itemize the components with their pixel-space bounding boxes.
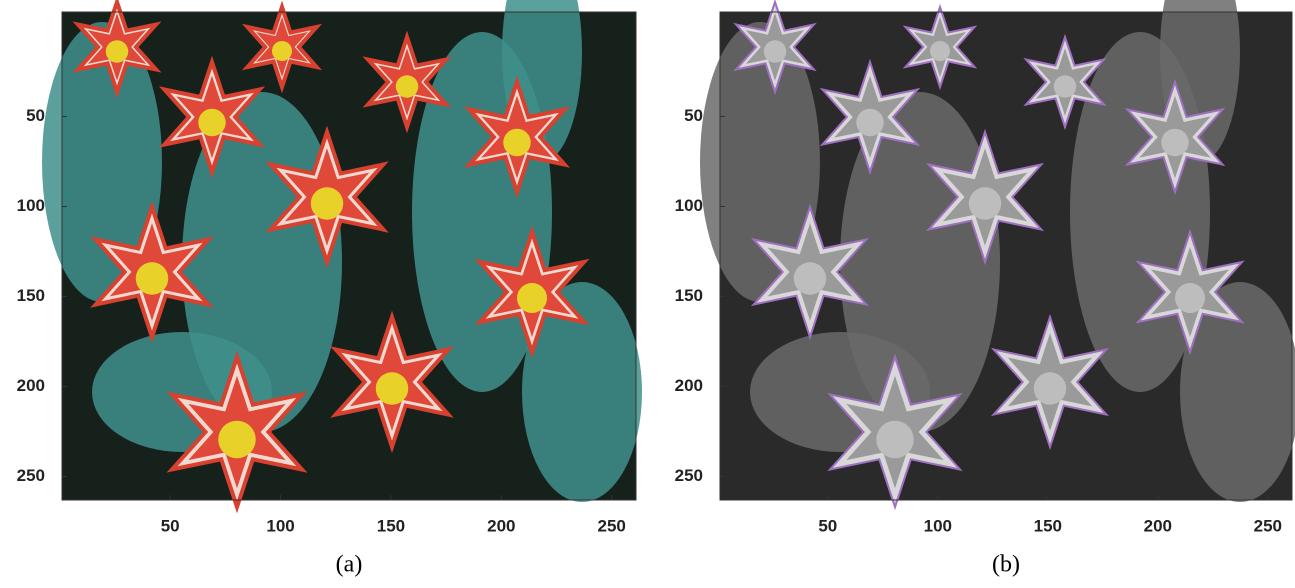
page: 50 100 150 200 250 50 100 150 200 250 (a) 50 100 150 2… [0,0,1295,588]
panel-caption: (b) [992,552,1020,578]
flower-center [1054,75,1077,98]
flower-center [764,40,787,63]
flower-center [930,41,950,61]
flower-center [272,41,292,61]
flower-center [969,187,1002,220]
x-tick-label: 250 [598,516,626,535]
flower-center [856,109,884,137]
x-tick-label: 250 [1254,516,1282,535]
flower-center [396,75,419,98]
x-tick-label: 200 [487,516,515,535]
flower-center [1161,129,1189,157]
y-tick-label: 200 [675,376,703,395]
x-tick-label: 50 [161,516,180,535]
y-tick-label: 100 [17,196,45,215]
x-tick-label: 150 [377,516,405,535]
x-tick-label: 100 [924,516,952,535]
flower-center [1175,283,1205,313]
y-tick-label: 200 [17,376,45,395]
flower-center [106,40,129,63]
flower-center [376,372,409,405]
x-tick-label: 200 [1144,516,1172,535]
image-panel [42,0,642,507]
flower-center [311,187,344,220]
flower-center [136,262,169,295]
flower-center [517,283,547,313]
y-tick-label: 150 [17,286,45,305]
panel-caption: (a) [336,552,363,578]
flower-center [198,109,226,137]
flower-center [218,421,256,459]
x-tick-label: 150 [1034,516,1062,535]
flower-center [1034,372,1067,405]
y-tick-label: 50 [26,106,45,125]
x-tick-label: 50 [818,516,837,535]
flower-center [876,421,914,459]
flower-center [503,129,531,157]
y-tick-label: 250 [675,466,703,485]
image-panel [700,0,1295,507]
figure: 50 100 150 200 250 50 100 150 200 250 (a) 50 100 150 2… [0,0,1295,583]
y-tick-label: 250 [17,466,45,485]
y-tick-label: 150 [675,286,703,305]
flower-center [794,262,827,295]
y-tick-label: 50 [684,106,703,125]
x-tick-label: 100 [266,516,294,535]
y-tick-label: 100 [675,196,703,215]
